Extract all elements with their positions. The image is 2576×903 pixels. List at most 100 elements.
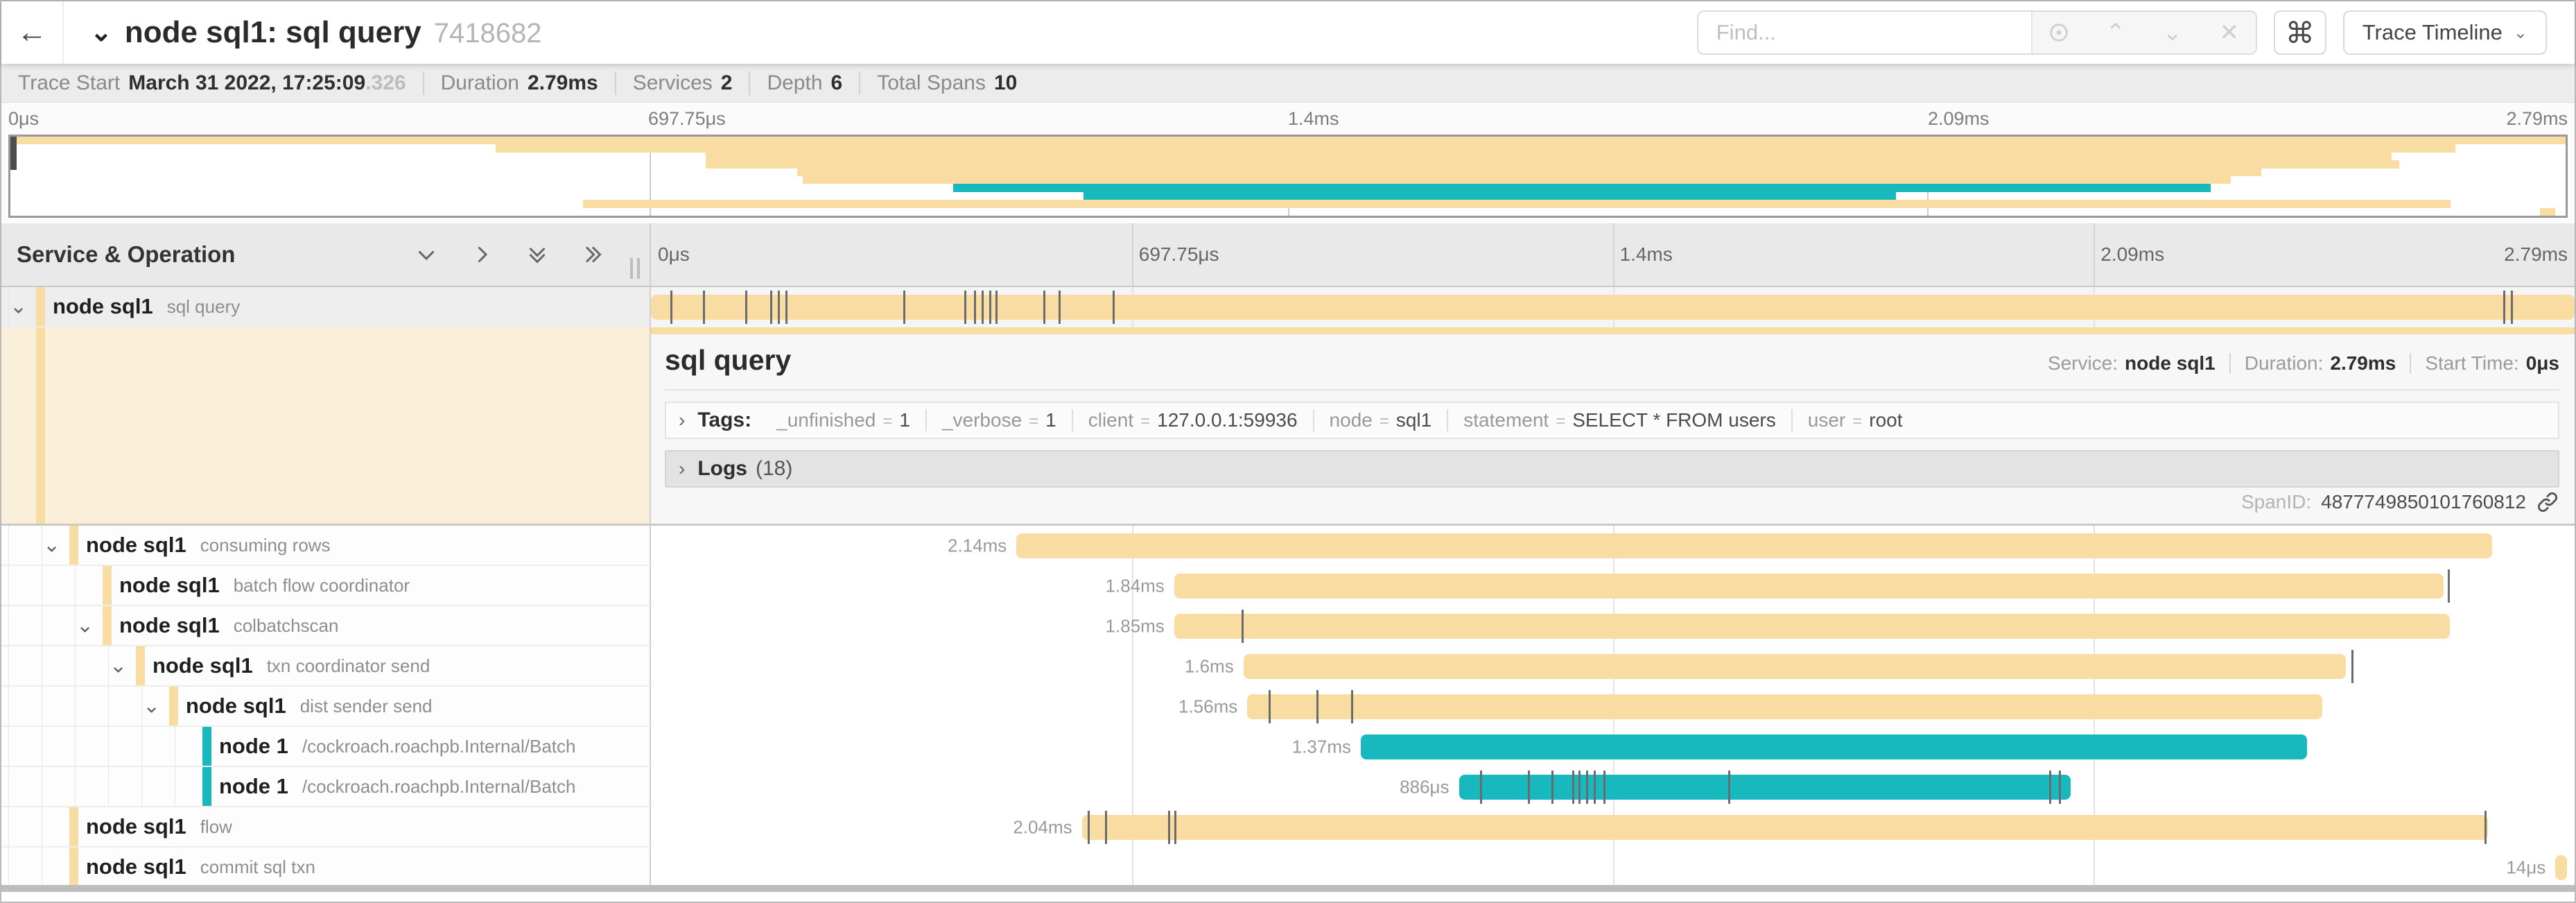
span-duration-bar[interactable]	[1360, 734, 2308, 759]
tree-row-txn-coordinator-send[interactable]: ⌄ node sql1 txn coordinator send	[1, 646, 651, 687]
row-grid-line	[1131, 687, 1133, 727]
service-name: node sql1	[86, 814, 186, 839]
horizontal-scrollbar[interactable]	[1, 885, 2575, 892]
tag-value: SELECT * FROM users	[1572, 409, 1776, 431]
tree-row-flow[interactable]: node sql1 flow	[1, 807, 651, 848]
duration-value: 2.79ms	[2330, 352, 2396, 374]
operation-name: colbatchscan	[233, 614, 339, 636]
log-marker-tick	[1168, 811, 1171, 844]
back-button[interactable]: ←	[1, 1, 64, 64]
expand-all-icon[interactable]	[580, 242, 605, 267]
next-match-icon[interactable]: ⌄	[2162, 19, 2183, 46]
log-marker-tick	[1603, 771, 1605, 804]
tree-row-commit-sql-txn[interactable]: node sql1 commit sql txn	[1, 848, 651, 885]
span-detail-left-gutter	[1, 327, 651, 524]
minimap-span-row	[10, 160, 2566, 169]
ruler-tick-label: 2.79ms	[2504, 243, 2568, 265]
collapse-one-icon[interactable]	[414, 242, 439, 267]
indent-guide	[8, 807, 9, 846]
log-marker-tick	[1113, 291, 1115, 324]
tag-equals: =	[1029, 412, 1039, 431]
trace-title-group[interactable]: ⌄ node sql1: sql query 7418682	[90, 15, 541, 50]
minimap-axis-label: 697.75μs	[648, 108, 726, 129]
ruler-grid-line	[2094, 223, 2096, 286]
log-marker-tick	[1174, 811, 1176, 844]
span-bar-cell[interactable]: 1.56ms	[651, 687, 2575, 727]
span-duration-bar[interactable]	[1243, 654, 2346, 679]
tree-row-sql-query[interactable]: ⌄ node sql1 sql query	[1, 287, 651, 327]
tags-accordion[interactable]: › Tags: _unfinished = 1 _verbose = 1 client = 12…	[665, 402, 2559, 439]
span-duration-bar[interactable]	[1459, 775, 2071, 800]
span-duration-bar[interactable]	[2555, 855, 2567, 880]
span-row: ⌄ node sql1 colbatchscan 1.85ms	[1, 606, 2575, 646]
chevron-down-icon[interactable]: ⌄	[43, 533, 61, 557]
log-marker-tick	[1528, 771, 1531, 804]
keyboard-shortcuts-button[interactable]: ⌘	[2273, 10, 2326, 55]
span-bar-cell[interactable]: 2.14ms	[651, 526, 2575, 566]
row-grid-line	[1131, 646, 1133, 687]
indent-guide	[75, 566, 76, 605]
indent-guide	[141, 727, 142, 766]
span-duration-bar[interactable]	[651, 295, 2575, 320]
find-input[interactable]	[1698, 12, 2031, 53]
chevron-down-icon[interactable]: ⌄	[10, 295, 28, 318]
locate-icon[interactable]	[2044, 21, 2074, 44]
span-bar-cell[interactable]	[651, 287, 2575, 327]
span-duration-bar[interactable]	[1174, 614, 2450, 639]
find-group: ⌃ ⌄ ✕	[1696, 10, 2257, 55]
span-duration-label: 1.84ms	[1105, 575, 1165, 596]
span-bar-cell[interactable]: 1.6ms	[651, 646, 2575, 687]
span-row: node 1/cockroach.roachpb.Internal/Batch 8…	[1, 767, 2575, 807]
span-duration-bar[interactable]	[1247, 694, 2323, 719]
tree-row-colbatchscan[interactable]: ⌄ node sql1 colbatchscan	[1, 606, 651, 646]
span-bar-cell[interactable]: 2.04ms	[651, 807, 2575, 848]
minimap-left-scrub-handle[interactable]	[10, 137, 17, 170]
prev-match-icon[interactable]: ⌃	[2105, 19, 2126, 46]
span-bar-cell[interactable]: 14μs	[651, 848, 2575, 885]
logs-count: (18)	[756, 457, 793, 480]
span-detail-bar	[651, 327, 2575, 334]
tree-row--cockroach-roachpb-internal-batch[interactable]: node 1/cockroach.roachpb.Internal/Batch	[1, 727, 651, 767]
collapse-all-icon[interactable]	[525, 242, 550, 267]
span-id-value: 4877749850101760812	[2321, 491, 2526, 513]
timeline-minimap: 0μs 697.75μs 1.4ms 2.09ms 2.79ms	[1, 103, 2575, 223]
tree-row-batch-flow-coordinator[interactable]: node sql1 batch flow coordinator	[1, 566, 651, 606]
operation-name: dist sender send	[299, 695, 433, 716]
chevron-down-icon[interactable]: ⌄	[76, 614, 94, 637]
start-time-label: Start Time:	[2425, 352, 2519, 374]
trace-info-value: 10	[993, 71, 1018, 94]
view-selector-label: Trace Timeline	[2362, 20, 2503, 44]
column-resizer-handle[interactable]	[630, 258, 640, 279]
deep-link-icon[interactable]	[2536, 490, 2559, 514]
tree-row-dist-sender-send[interactable]: ⌄ node sql1 dist sender send	[1, 687, 651, 727]
span-duration-bar[interactable]	[1081, 815, 2489, 840]
trace-info-label: Total Spans	[877, 71, 986, 94]
minimap-span-bar	[10, 137, 2566, 145]
logs-accordion[interactable]: › Logs (18)	[665, 450, 2559, 488]
minimap-span-row	[10, 200, 2566, 208]
trace-info-label: Duration	[440, 71, 519, 94]
ruler-tick-label: 2.09ms	[2100, 243, 2165, 265]
find-tools: ⌃ ⌄ ✕	[2030, 12, 2256, 53]
span-bar-cell[interactable]: 1.84ms	[651, 566, 2575, 606]
row-grid-line	[1131, 606, 1133, 646]
minimap-span-row	[10, 176, 2566, 184]
span-duration-bar[interactable]	[1016, 533, 2492, 558]
span-bar-cell[interactable]: 886μs	[651, 767, 2575, 807]
back-arrow-icon: ←	[17, 15, 47, 49]
tree-row-consuming-rows[interactable]: ⌄ node sql1 consuming rows	[1, 526, 651, 566]
span-duration-bar[interactable]	[1174, 574, 2444, 599]
minimap-span-bar	[582, 200, 2451, 208]
minimap-canvas[interactable]	[8, 135, 2568, 218]
service-name: node sql1	[153, 653, 253, 678]
span-bar-cell[interactable]: 1.85ms	[651, 606, 2575, 646]
minimap-span-bar	[705, 152, 2392, 161]
chevron-down-icon[interactable]: ⌄	[110, 654, 128, 678]
expand-one-icon[interactable]	[469, 242, 494, 267]
clear-icon[interactable]: ✕	[2219, 19, 2240, 46]
tag-value: sql1	[1395, 409, 1432, 431]
span-bar-cell[interactable]: 1.37ms	[651, 727, 2575, 767]
chevron-down-icon[interactable]: ⌄	[143, 694, 161, 718]
view-selector-button[interactable]: Trace Timeline ⌄	[2342, 10, 2547, 55]
tree-row--cockroach-roachpb-internal-batch[interactable]: node 1/cockroach.roachpb.Internal/Batch	[1, 767, 651, 807]
